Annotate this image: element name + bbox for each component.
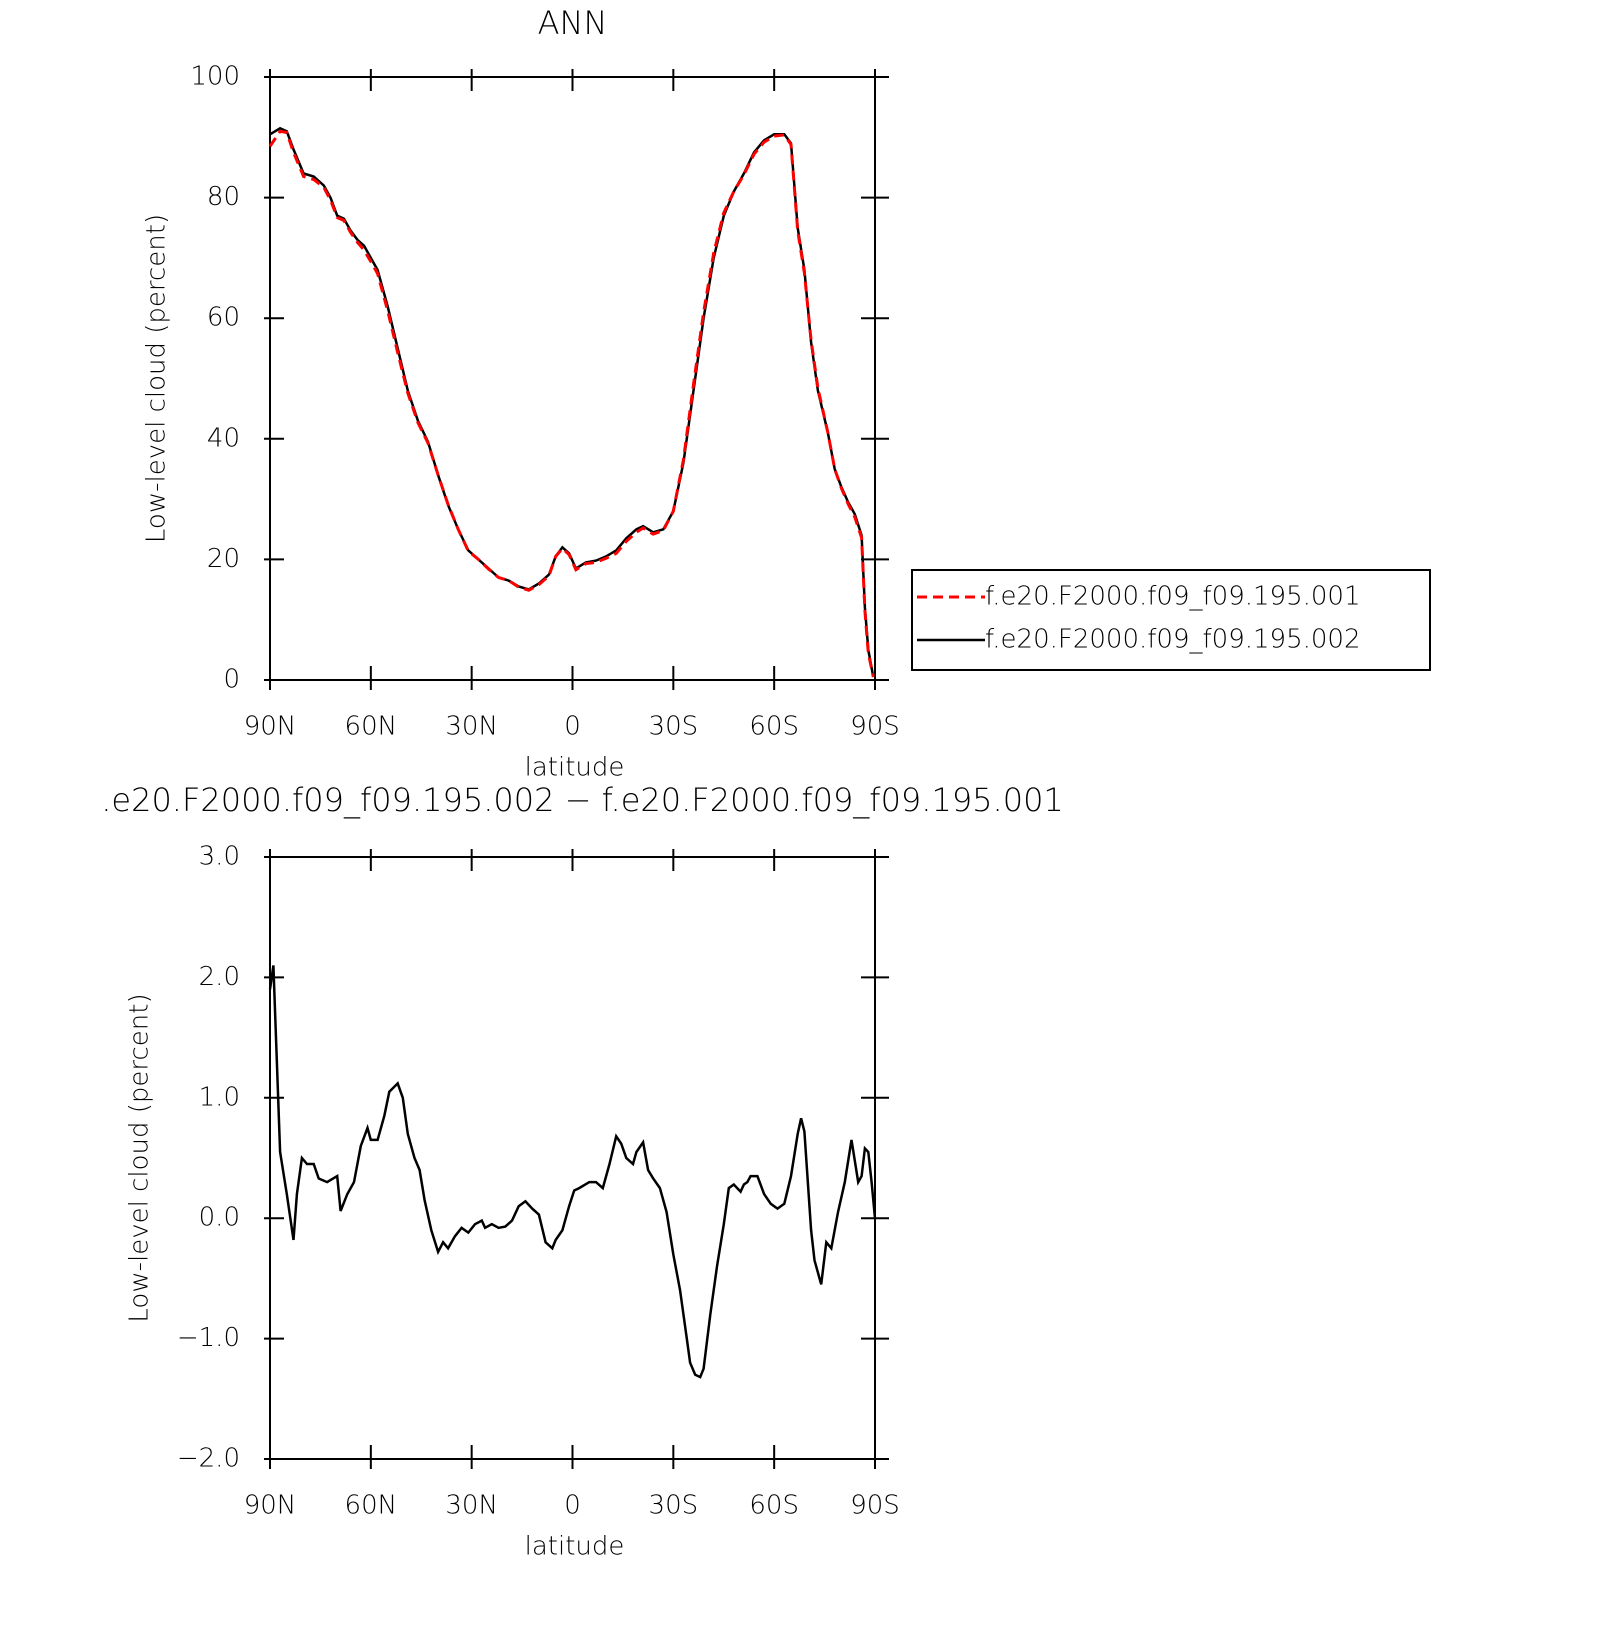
plot-frame bbox=[269, 76, 876, 681]
x-tick-label: 60S bbox=[749, 1491, 799, 1521]
y-tick-label: 0 bbox=[223, 665, 240, 695]
y-tick-label: 20 bbox=[207, 544, 240, 574]
series-line bbox=[269, 126, 875, 678]
x-axis-label: latitude bbox=[525, 753, 625, 783]
y-tick-label: −1.0 bbox=[177, 1323, 240, 1353]
y-tick-label: 80 bbox=[207, 182, 240, 212]
plot: ANN 0 20 40 60 80 100 90N 60N 30N 0 30S 60S 90S latitu… bbox=[142, 4, 1431, 783]
plot-frame bbox=[269, 856, 876, 1460]
y-axis-label: Low-level cloud (percent) bbox=[142, 214, 172, 543]
x-tick-label: 90S bbox=[850, 712, 900, 742]
x-tick-label: 30S bbox=[649, 1491, 699, 1521]
x-tick-label: 90S bbox=[850, 1491, 900, 1521]
y-tick-label: 2.0 bbox=[199, 962, 240, 992]
x-tick-label: 0 bbox=[564, 1491, 581, 1521]
y-tick-label: 60 bbox=[207, 303, 240, 333]
chart-title: .e20.F2000.f09_f09.195.002 − f.e20.F2000… bbox=[101, 781, 1064, 819]
y-axis-label: Low-level cloud (percent) bbox=[125, 993, 155, 1322]
plot: .e20.F2000.f09_f09.195.002 − f.e20.F2000… bbox=[101, 781, 1064, 1562]
x-axis-label: latitude bbox=[525, 1532, 625, 1562]
legend-label: f.e20.F2000.f09_f09.195.002 bbox=[985, 625, 1361, 655]
y-tick-label: 1.0 bbox=[199, 1082, 240, 1112]
x-tick-label: 90N bbox=[244, 712, 297, 742]
series-line bbox=[268, 129, 875, 678]
x-tick-label: 60S bbox=[749, 712, 799, 742]
x-tick-label: 30N bbox=[445, 712, 498, 742]
legend: f.e20.F2000.f09_f09.195.001 f.e20.F2000.f… bbox=[911, 569, 1431, 671]
y-tick-label: −2.0 bbox=[177, 1444, 240, 1474]
legend-label: f.e20.F2000.f09_f09.195.001 bbox=[985, 582, 1361, 612]
x-tick-label: 30S bbox=[649, 712, 699, 742]
legend-box bbox=[911, 569, 1431, 671]
series-line bbox=[268, 965, 877, 1379]
x-tick-label: 30N bbox=[445, 1491, 498, 1521]
y-tick-label: 100 bbox=[190, 62, 240, 92]
y-tick-label: 0.0 bbox=[199, 1203, 240, 1233]
x-tick-label: 60N bbox=[345, 712, 398, 742]
chart-title: ANN bbox=[538, 4, 608, 42]
y-tick-label: 40 bbox=[207, 423, 240, 453]
y-tick-label: 3.0 bbox=[199, 842, 240, 872]
x-tick-label: 60N bbox=[345, 1491, 398, 1521]
x-tick-label: 0 bbox=[564, 712, 581, 742]
x-tick-label: 90N bbox=[244, 1491, 297, 1521]
